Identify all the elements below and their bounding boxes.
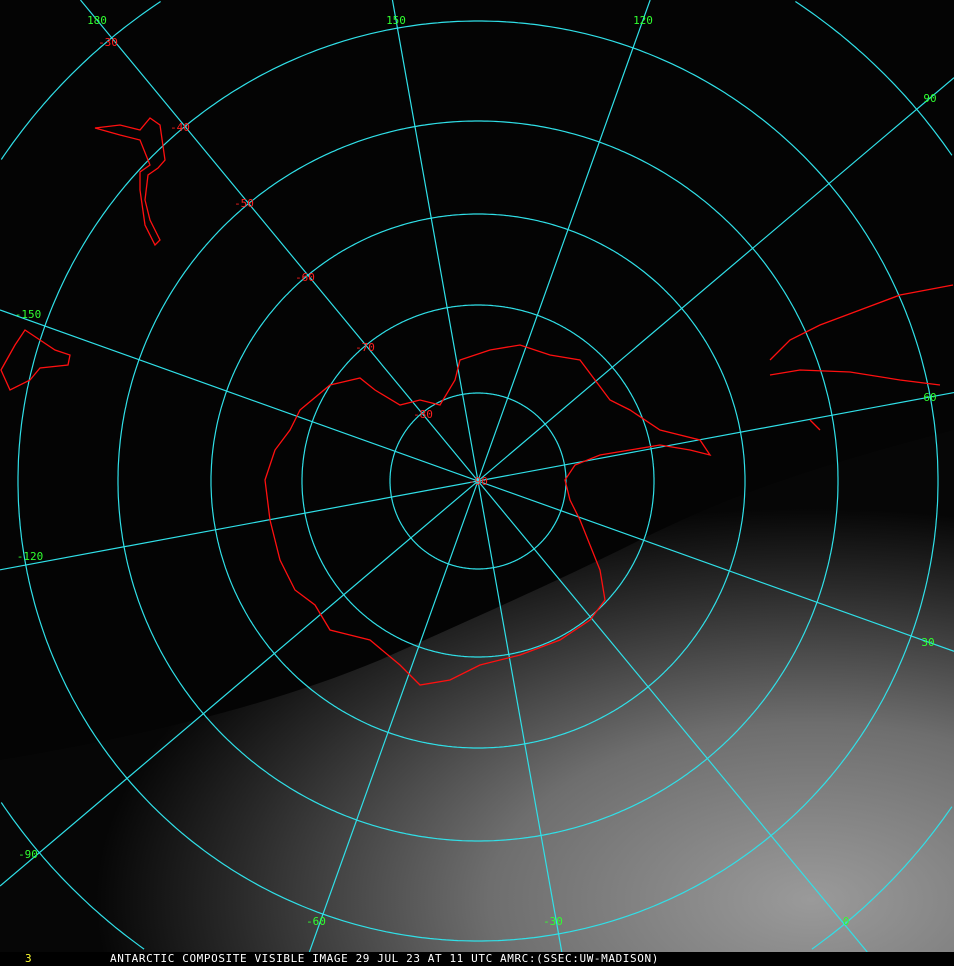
image-caption: ANTARCTIC COMPOSITE VISIBLE IMAGE 29 JUL…	[110, 952, 659, 965]
meridian-line	[0, 77, 954, 887]
south-america-coastline	[769, 284, 954, 431]
latitude-label: -90	[468, 475, 488, 488]
latitude-label: -80	[413, 408, 433, 421]
longitude-label: 0	[843, 915, 850, 928]
antarctica-coastline	[264, 344, 712, 686]
latitude-label: -40	[170, 121, 190, 134]
meridian-line	[391, 0, 563, 952]
sunlit-cloud-region	[0, 430, 954, 952]
longitude-label: -90	[18, 848, 38, 861]
coastlines	[0, 117, 954, 686]
meridian-line	[80, 0, 868, 952]
longitude-label: 180	[87, 14, 107, 27]
longitude-label: 90	[923, 92, 936, 105]
longitude-label: 120	[633, 14, 653, 27]
latitude-circle	[117, 120, 839, 842]
latitude-label: -60	[295, 271, 315, 284]
caption-bar: 3 ANTARCTIC COMPOSITE VISIBLE IMAGE 29 J…	[0, 952, 954, 966]
new-zealand-coastline	[94, 117, 166, 247]
latitude-circle	[210, 213, 746, 749]
longitude-label: -120	[17, 550, 44, 563]
latitude-label: -50	[234, 197, 254, 210]
latitude-label: -70	[355, 341, 375, 354]
longitude-label: 150	[386, 14, 406, 27]
meridian-line	[0, 309, 954, 652]
longitude-label: 60	[923, 391, 936, 404]
latitude-circle	[301, 304, 655, 658]
australia-south-coastline	[0, 329, 71, 391]
longitude-label: -30	[543, 915, 563, 928]
meridian-line	[308, 0, 651, 952]
longitude-label: -60	[306, 915, 326, 928]
frame-number: 3	[25, 952, 32, 965]
latitude-circle	[389, 392, 567, 570]
latitude-label: -30	[98, 36, 118, 49]
latitude-circle	[17, 20, 939, 942]
grid-labels: 180 150 120 90 60 30 0 -30 -60 -90 -120 -150 -30 -40 -…	[15, 14, 937, 928]
longitude-label: -150	[15, 308, 42, 321]
longitude-label: 30	[921, 636, 934, 649]
